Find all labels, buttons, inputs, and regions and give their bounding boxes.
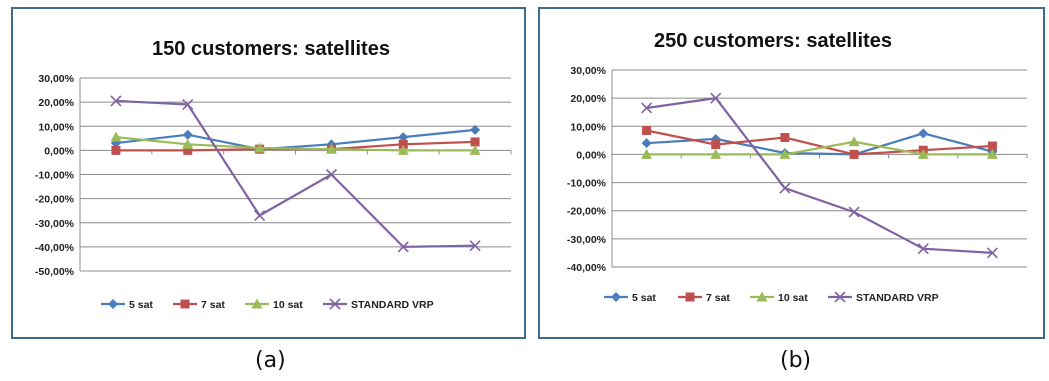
data-point-standard-vrp: [397, 241, 409, 253]
y-tick-label: 30,00%: [570, 65, 606, 77]
data-point-7-sat: [183, 145, 193, 155]
data-point-standard-vrp: [848, 206, 860, 218]
series-line-10-sat: [646, 140, 993, 156]
data-point-standard-vrp: [779, 182, 791, 194]
data-point-5-sat: [398, 132, 409, 143]
chart-panel-b: 250 customers: satellites 30,00% 20,00% 10,…: [538, 7, 1045, 339]
data-point-standard-vrp: [710, 92, 722, 104]
series-line-5-sat: [646, 132, 993, 156]
legend-marker-7-sat: [180, 299, 190, 309]
legend-label-10-sat: 10 sat: [273, 299, 303, 311]
y-tick-label: -50,00%: [35, 266, 75, 278]
caption-a: (a): [255, 348, 286, 373]
legend-label-10-sat: 10 sat: [778, 292, 808, 304]
legend-marker-standard-vrp: [834, 291, 846, 303]
data-point-standard-vrp: [325, 168, 337, 181]
caption-b: (b): [780, 348, 812, 373]
data-point-5-sat: [182, 129, 193, 140]
data-point-10-sat: [182, 138, 194, 149]
data-point-10-sat: [779, 148, 791, 159]
y-tick-label: -10,00%: [35, 170, 75, 182]
data-point-standard-vrp: [254, 209, 266, 222]
data-point-10-sat: [110, 131, 122, 142]
data-point-7-sat: [111, 145, 121, 155]
data-point-7-sat: [849, 149, 859, 159]
chart-title: 150 customers: satellites: [152, 38, 390, 60]
line-chart-150-customers: 150 customers: satellites 30,00% 20,00% 10,…: [35, 38, 512, 311]
data-point-standard-vrp: [182, 98, 194, 111]
data-point-10-sat: [917, 148, 929, 159]
chart-panel-a: 150 customers: satellites 30,00% 20,00% 10,…: [11, 7, 526, 339]
data-point-standard-vrp: [469, 240, 481, 252]
data-point-10-sat: [641, 148, 653, 159]
data-point-7-sat: [780, 133, 790, 143]
legend-label-7-sat: 7 sat: [201, 299, 225, 311]
data-point-10-sat: [397, 144, 409, 155]
data-point-5-sat: [918, 128, 929, 139]
series-line-standard-vrp: [115, 99, 476, 249]
data-point-7-sat: [470, 137, 480, 147]
chart-title: 250 customers: satellites: [654, 30, 892, 52]
data-point-7-sat: [711, 140, 721, 150]
y-tick-label: 20,00%: [38, 97, 74, 109]
series-line-5-sat: [115, 128, 476, 151]
data-point-10-sat: [986, 148, 998, 159]
data-point-standard-vrp: [986, 247, 998, 259]
data-point-standard-vrp: [110, 95, 122, 107]
data-point-7-sat: [398, 139, 408, 149]
y-tick-label: 30,00%: [38, 73, 74, 85]
series-line-standard-vrp: [646, 96, 993, 254]
legend-label-5-sat: 5 sat: [129, 299, 153, 311]
y-tick-label: -30,00%: [567, 234, 607, 246]
data-point-10-sat: [710, 148, 722, 159]
data-point-7-sat: [987, 141, 997, 151]
data-point-10-sat: [848, 136, 860, 147]
y-tick-label: -30,00%: [35, 218, 75, 230]
y-tick-label: 10,00%: [38, 121, 74, 133]
y-tick-label: 0,00%: [576, 149, 606, 161]
data-point-5-sat: [641, 138, 652, 149]
y-tick-label: 20,00%: [570, 93, 606, 105]
legend-marker-5-sat: [108, 299, 118, 309]
legend-label-standard-vrp: STANDARD VRP: [351, 299, 434, 311]
legend-marker-standard-vrp: [329, 298, 341, 310]
y-tick-label: 10,00%: [570, 121, 606, 133]
legend-marker-7-sat: [685, 292, 695, 302]
data-point-10-sat: [469, 144, 481, 155]
y-tick-label: -40,00%: [35, 242, 75, 254]
data-point-10-sat: [254, 142, 266, 153]
legend-marker-5-sat: [611, 292, 621, 302]
data-point-7-sat: [642, 126, 652, 136]
series-line-7-sat: [646, 129, 993, 156]
data-point-standard-vrp: [641, 102, 653, 114]
y-tick-label: 0,00%: [44, 145, 74, 157]
y-tick-label: -10,00%: [567, 178, 607, 190]
y-tick-label: -20,00%: [35, 194, 75, 206]
series-line-10-sat: [115, 136, 476, 152]
data-point-5-sat: [470, 124, 481, 135]
y-tick-label: -40,00%: [567, 262, 607, 274]
data-point-standard-vrp: [917, 243, 929, 255]
legend-marker-10-sat: [756, 291, 768, 302]
legend-label-5-sat: 5 sat: [632, 292, 656, 304]
line-chart-250-customers: 250 customers: satellites 30,00% 20,00% 10,…: [567, 30, 1028, 304]
legend-label-7-sat: 7 sat: [706, 292, 730, 304]
legend-label-standard-vrp: STANDARD VRP: [856, 292, 939, 304]
legend-marker-10-sat: [251, 298, 263, 309]
y-tick-label: -20,00%: [567, 206, 607, 218]
data-point-10-sat: [325, 143, 337, 154]
